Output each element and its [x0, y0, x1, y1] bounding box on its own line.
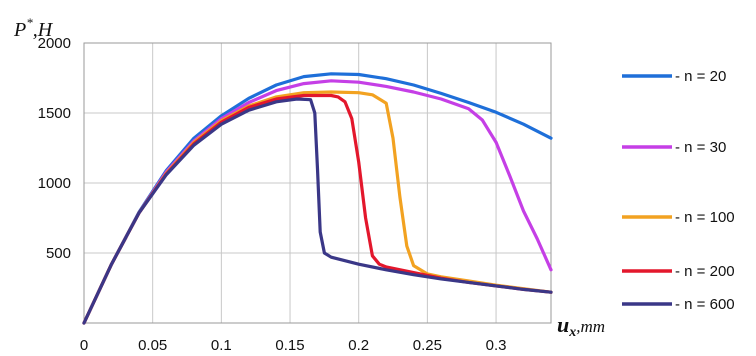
x-tick-label: 0.1 — [211, 337, 232, 354]
legend-label: - n = 20 — [675, 68, 726, 85]
x-axis-title: ux,mm — [557, 312, 605, 340]
series-line-4 — [82, 93, 553, 325]
x-tick-label: 0.25 — [413, 337, 442, 354]
x-tick-label: 0.2 — [348, 337, 369, 354]
legend-label: - n = 100 — [675, 209, 735, 226]
legend-label: - n = 200 — [675, 263, 735, 280]
y-axis-title: P*,H — [13, 15, 54, 41]
x-tick-label: 0.15 — [275, 337, 304, 354]
y-tick-label: 500 — [46, 245, 71, 262]
y-tick-label: 1000 — [38, 175, 71, 192]
legend-label: - n = 600 — [675, 296, 735, 313]
x-tick-label: 0 — [80, 337, 88, 354]
y-tick-label: 1500 — [38, 105, 71, 122]
legend: - n = 20 - n = 30 - n = 100 - n = 200 - n = … — [622, 68, 735, 313]
series-line-5 — [82, 97, 553, 325]
x-tick-label: 0.05 — [138, 337, 167, 354]
legend-label: - n = 30 — [675, 139, 726, 156]
y-tick-label: 2000 — [38, 35, 71, 52]
x-tick-label: 0.3 — [486, 337, 507, 354]
series-lines — [82, 72, 553, 325]
tick-labels: 0 0.05 0.1 0.15 0.2 0.25 0.3 500 1000 1500 2000 — [38, 35, 507, 354]
series-line-3 — [82, 90, 553, 325]
plot-frame — [83, 42, 552, 324]
